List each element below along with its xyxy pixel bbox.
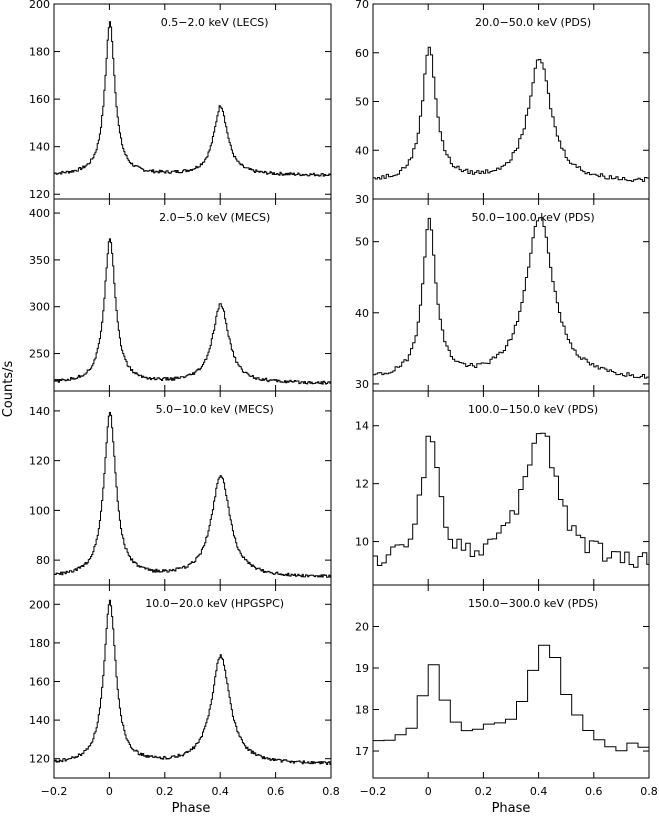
panel-frame [372,584,650,779]
panel-title: 2.0−5.0 keV (MECS) [159,211,270,224]
panel-title: 20.0−50.0 keV (PDS) [475,16,591,29]
y-tick-label: 30 [355,378,369,391]
panel-5: 30 40 50 60 70 20.0−50.0 keV (PDS) [355,0,650,206]
panel-title: 50.0−100.0 keV (PDS) [472,211,595,224]
x-tick-label: −0.2 [41,785,68,798]
panel-7: 10 12 14 100.0−150.0 keV (PDS) [355,390,650,586]
y-tick-label: 180 [29,46,50,59]
y-tick-label: 180 [29,637,50,650]
panel-title: 10.0−20.0 keV (HPGSPC) [145,597,284,610]
series-line [54,411,332,578]
panel-frame [53,198,332,392]
x-tick-label: 0.4 [530,785,548,798]
y-tick-label: 300 [29,301,50,314]
y-tick-label: 120 [29,753,50,766]
panel-title: 150.0−300.0 keV (PDS) [468,597,598,610]
y-tick-label: 70 [355,0,369,11]
y-tick-label: 250 [29,348,50,361]
y-tick-label: 10 [355,536,369,549]
y-tick-label: 12 [355,478,369,491]
x-tick-label: 0.6 [585,785,603,798]
series-line [373,46,650,182]
x-tick-label: 0 [425,785,432,798]
panel-frame [53,390,332,586]
y-tick-label: 40 [355,144,369,157]
x-tick-label: 0.4 [211,785,229,798]
panel-title: 0.5−2.0 keV (LECS) [161,16,269,29]
series-line [373,644,650,752]
y-tick-label: 350 [29,254,50,267]
y-tick-label: 19 [355,662,369,675]
y-tick-label: 17 [355,745,369,758]
y-tick-label: 160 [29,93,50,106]
series-line [373,217,650,379]
x-axis-label-right: Phase [492,801,531,816]
panel-2: 250 300 350 400 2.0−5.0 keV (MECS) [29,198,332,392]
series-line [54,238,332,385]
y-tick-label: 18 [355,704,369,717]
series-line [373,432,649,568]
x-tick-label: 0.2 [156,785,174,798]
y-tick-label: 40 [355,307,369,320]
y-tick-label: 50 [355,236,369,249]
y-tick-label: 20 [355,621,369,634]
y-tick-label: 100 [29,504,50,517]
panel-6: 30 40 50 50.0−100.0 keV (PDS) [355,198,650,392]
y-tick-label: 120 [29,188,50,201]
x-tick-label: 0.2 [475,785,493,798]
y-tick-label: 60 [355,47,369,60]
panel-frame [372,3,650,200]
x-tick-label: 0 [106,785,113,798]
x-axis-label-left: Phase [172,801,211,816]
y-tick-label: 140 [29,141,50,154]
y-tick-label: 160 [29,676,50,689]
panel-title: 5.0−10.0 keV (MECS) [156,403,274,416]
y-tick-label: 140 [29,405,50,418]
x-tick-label: −0.2 [360,785,387,798]
panel-frame [372,198,650,392]
y-tick-label: 200 [29,598,50,611]
y-tick-label: 30 [355,193,369,206]
series-line [54,21,332,177]
y-axis-label: Counts/s [1,361,16,418]
y-tick-label: 200 [29,0,50,11]
series-line [54,599,332,765]
panel-frame [372,390,650,586]
panel-1: 120 140 160 180 200 0.5−2.0 keV (LECS) [29,0,332,201]
y-tick-label: 120 [29,455,50,468]
y-tick-label: 400 [29,207,50,220]
x-tick-label: 0.6 [267,785,285,798]
y-tick-label: 80 [36,554,50,567]
panel-3: 80 100 120 140 5.0−10.0 keV (MECS) [29,390,332,586]
panel-8: 17 18 19 20 −0.2 0 0.2 0.4 0.6 0.8 150.0−300.0 keV… [355,584,658,798]
x-tick-label: 0.8 [640,785,658,798]
panel-title: 100.0−150.0 keV (PDS) [468,403,598,416]
y-tick-label: 140 [29,714,50,727]
y-tick-label: 14 [355,420,369,433]
panel-4: 120 140 160 180 200 −0.2 0 0.2 0.4 0.6 0.8 10.0−20.… [29,584,340,798]
y-tick-label: 50 [355,96,369,109]
x-tick-label: 0.8 [322,785,340,798]
